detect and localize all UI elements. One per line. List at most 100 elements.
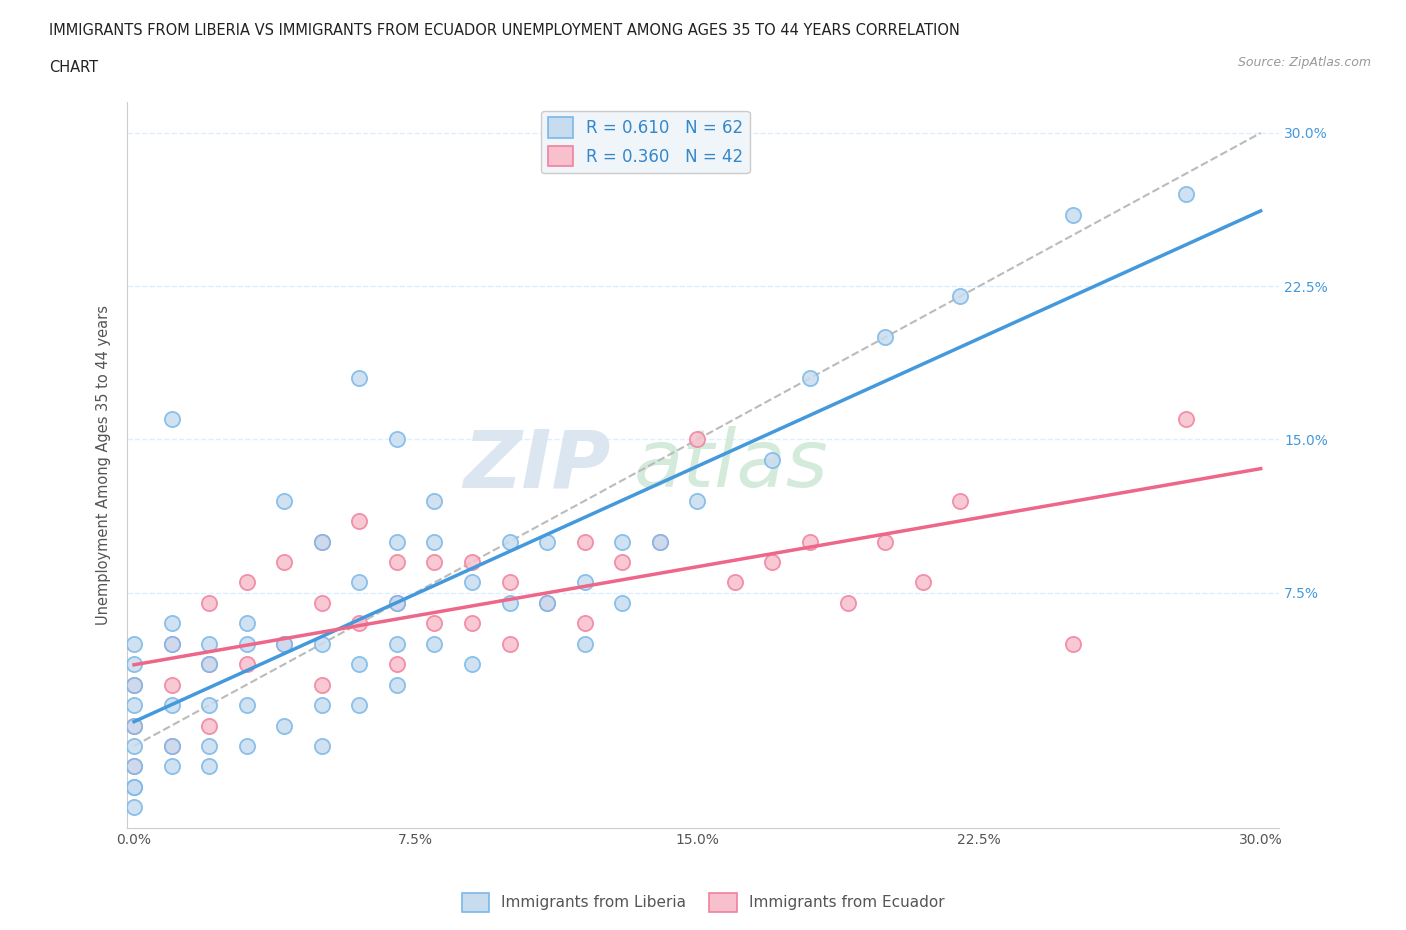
Point — [198, 595, 221, 610]
Point — [498, 595, 520, 610]
Point — [837, 595, 859, 610]
Point — [385, 636, 408, 651]
Point — [160, 677, 183, 692]
Point — [498, 636, 520, 651]
Point — [799, 371, 821, 386]
Point — [574, 616, 596, 631]
Point — [385, 677, 408, 692]
Point — [122, 738, 145, 753]
Legend: R = 0.610   N = 62, R = 0.360   N = 42: R = 0.610 N = 62, R = 0.360 N = 42 — [541, 111, 749, 173]
Point — [612, 554, 634, 569]
Point — [498, 534, 520, 549]
Point — [612, 534, 634, 549]
Point — [349, 657, 371, 671]
Point — [198, 657, 221, 671]
Point — [911, 575, 934, 590]
Point — [122, 759, 145, 774]
Point — [423, 554, 446, 569]
Text: CHART: CHART — [49, 60, 98, 75]
Point — [311, 595, 333, 610]
Point — [461, 554, 484, 569]
Point — [385, 432, 408, 447]
Point — [311, 738, 333, 753]
Point — [273, 493, 295, 508]
Point — [273, 636, 295, 651]
Point — [1062, 636, 1084, 651]
Point — [198, 759, 221, 774]
Point — [198, 698, 221, 712]
Point — [385, 534, 408, 549]
Point — [536, 534, 558, 549]
Point — [423, 636, 446, 651]
Point — [349, 513, 371, 528]
Point — [648, 534, 671, 549]
Point — [536, 595, 558, 610]
Point — [122, 677, 145, 692]
Point — [761, 453, 783, 468]
Point — [461, 657, 484, 671]
Point — [423, 616, 446, 631]
Point — [160, 412, 183, 427]
Point — [612, 595, 634, 610]
Text: ZIP: ZIP — [464, 426, 610, 504]
Point — [875, 534, 897, 549]
Point — [423, 493, 446, 508]
Point — [235, 616, 257, 631]
Point — [160, 698, 183, 712]
Point — [385, 657, 408, 671]
Point — [1174, 412, 1197, 427]
Point — [122, 636, 145, 651]
Point — [235, 636, 257, 651]
Point — [574, 534, 596, 549]
Point — [536, 595, 558, 610]
Point — [198, 718, 221, 733]
Point — [648, 534, 671, 549]
Point — [498, 575, 520, 590]
Point — [349, 616, 371, 631]
Point — [122, 718, 145, 733]
Point — [122, 779, 145, 794]
Point — [574, 575, 596, 590]
Point — [160, 738, 183, 753]
Point — [724, 575, 747, 590]
Point — [349, 575, 371, 590]
Point — [1174, 187, 1197, 202]
Point — [235, 657, 257, 671]
Point — [385, 595, 408, 610]
Point — [160, 616, 183, 631]
Point — [461, 616, 484, 631]
Point — [198, 738, 221, 753]
Point — [160, 759, 183, 774]
Point — [385, 595, 408, 610]
Point — [311, 698, 333, 712]
Point — [122, 677, 145, 692]
Point — [311, 636, 333, 651]
Point — [122, 759, 145, 774]
Point — [949, 289, 972, 304]
Legend: Immigrants from Liberia, Immigrants from Ecuador: Immigrants from Liberia, Immigrants from… — [456, 887, 950, 918]
Point — [273, 636, 295, 651]
Point — [235, 698, 257, 712]
Point — [122, 779, 145, 794]
Point — [235, 575, 257, 590]
Point — [311, 677, 333, 692]
Point — [461, 575, 484, 590]
Point — [160, 636, 183, 651]
Point — [198, 636, 221, 651]
Point — [349, 371, 371, 386]
Y-axis label: Unemployment Among Ages 35 to 44 years: Unemployment Among Ages 35 to 44 years — [96, 305, 111, 625]
Point — [311, 534, 333, 549]
Point — [122, 718, 145, 733]
Point — [574, 636, 596, 651]
Point — [122, 800, 145, 815]
Point — [235, 738, 257, 753]
Point — [122, 698, 145, 712]
Point — [273, 718, 295, 733]
Point — [349, 698, 371, 712]
Point — [160, 738, 183, 753]
Point — [799, 534, 821, 549]
Point — [122, 657, 145, 671]
Text: atlas: atlas — [634, 426, 828, 504]
Point — [385, 554, 408, 569]
Point — [761, 554, 783, 569]
